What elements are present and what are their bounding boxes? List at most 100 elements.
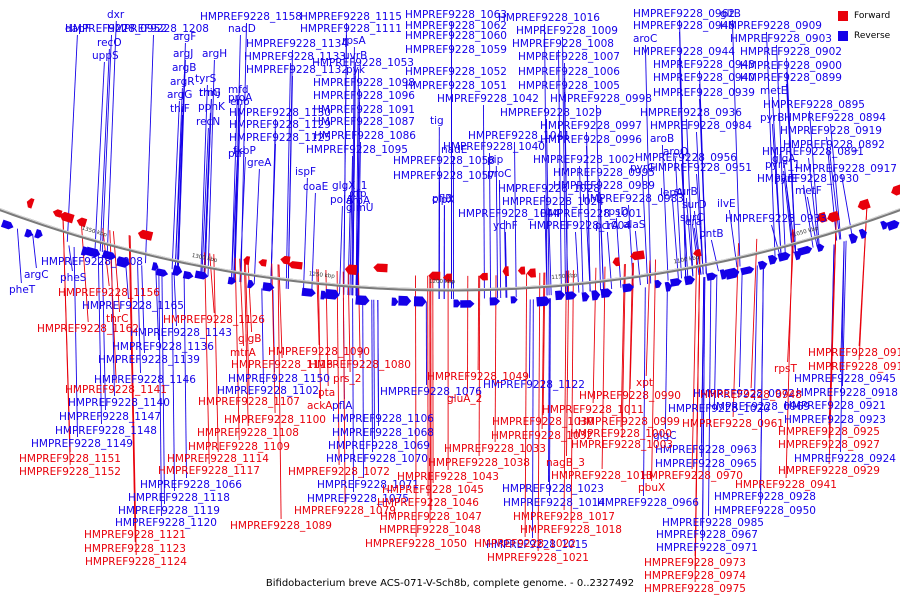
reverse-gene-label: HMPREF9228_1075 [307,493,409,505]
reverse-gene-label: surD [682,199,707,211]
gene-arrow [413,296,427,307]
leader-line [599,191,604,291]
reverse-gene-label: HMPREF9228_0989 [553,180,655,192]
leader-line [785,184,796,253]
reverse-gene-label: pip [487,154,504,166]
leader-line [231,95,238,281]
leader-line [514,141,517,298]
leader-line [352,298,354,493]
reverse-gene-label: aroC [633,33,657,45]
leader-line [651,259,656,482]
reverse-gene-label: tig [430,115,444,127]
reverse-gene-label: HMPREF9228_1115 [300,11,402,23]
forward-gene-label: HMPREF9228_1003 [571,439,673,451]
leader-line [826,136,838,241]
leader-line [357,141,361,296]
leader-line [558,49,562,295]
leader-line [708,275,712,517]
reverse-gene-label: HMPREF9228_0952 [65,23,167,35]
leader-line [125,261,129,300]
reverse-gene-label: HMPREF9228_1139 [98,354,200,366]
reverse-gene-label: HMPREF9228_1014 [503,497,605,509]
forward-gene-label: HMPREF9228_0948 [700,389,802,401]
forward-gene-label: xpt [636,377,653,389]
forward-gene-label: thrC [106,313,128,325]
forward-gene-label: HMPREF9228_1032 [491,430,593,442]
reverse-gene-label: HMPREF9228_0924 [794,453,896,465]
reverse-gene-label: HMPREF9228_0917 [795,163,897,175]
leader-line [731,19,741,267]
leader-line [158,269,162,517]
reverse-gene-label: alaS [623,219,646,231]
leader-line [239,156,246,283]
forward-gene-label: HMPREF9228_1152 [19,466,121,478]
leader-line [99,48,110,252]
leader-line [155,268,159,341]
forward-gene-label: HMPREF9228_0914 [808,361,900,373]
reverse-gene-label: rpsD [604,206,629,218]
reverse-gene-label: HMPREF9228_1165 [82,300,184,312]
leader-line [177,59,186,271]
gene-arrow [827,210,840,223]
reverse-gene-label: argJ [173,48,193,60]
reverse-gene-label: HMPREF9228_1146 [94,374,196,386]
reverse-gene-label: ispF [295,166,316,178]
reverse-gene-label: HMPREF9228_0972 [693,388,795,400]
reverse-gene-label: HMPREF9228_0951 [650,162,752,174]
gene-arrow [344,264,358,275]
leader-line [532,299,534,539]
reverse-gene-label: recN [196,116,220,128]
gene-arrow [398,295,412,306]
leader-line [73,246,78,438]
reverse-gene-label: HMPREF9228_1069 [328,440,430,452]
gene-arrow [600,288,613,298]
gene-arrow [581,292,590,302]
reverse-gene-label: recO [97,37,122,49]
leader-line [685,197,694,277]
gene-arrow [460,300,475,308]
leader-line [233,107,240,282]
reverse-gene-label: HMPREF9228_0998 [550,93,652,105]
reverse-gene-label: rpsA [342,35,366,47]
gene-arrow [612,257,621,267]
gene-arrow [489,297,501,306]
gene-arrow [288,261,303,270]
gene-arrow [34,229,43,239]
reverse-gene-label: HMPREF9228_1066 [140,479,242,491]
reverse-gene-label: HMPREF9228_1087 [313,116,415,128]
forward-gene-label: HMPREF9228_1089 [230,520,332,532]
gene-arrow [116,256,130,268]
forward-gene-label: ackA [307,400,333,412]
reverse-gene-label: HMPREF9228_0966 [597,497,699,509]
reverse-gene-label: HMPREF9228_0909 [720,20,822,32]
leader-line [203,112,211,276]
forward-gene-label: HMPREF9228_0927 [778,439,880,451]
reverse-gene-label: glmU [346,202,374,214]
reverse-gene-label: surB [674,186,698,198]
reverse-gene-label: HMPREF9228_1057 [393,170,495,182]
reverse-gene-label: greA [247,157,272,169]
reverse-gene-label: aroQ [663,146,688,158]
gene-arrow [886,220,900,231]
reverse-gene-label: HMPREF9228_1120 [115,517,217,529]
reverse-gene-label: coaE [303,181,328,193]
leader-line [171,100,180,270]
tick-label: 1300 kbp [191,253,218,264]
gene-arrow [258,259,267,267]
leader-line [477,275,480,371]
leader-line [261,288,264,385]
reverse-gene-label: HMPREF9228_1147 [59,411,161,423]
gene-arrow [182,270,194,280]
reverse-gene-label: surC [680,212,704,224]
leader-line [200,84,208,276]
forward-gene-label: prs_2 [333,373,361,385]
reverse-gene-label: pyk [346,64,366,76]
reverse-gene-label: era [685,216,702,228]
reverse-gene-label: HMPREF9228_1007 [518,51,620,63]
reverse-gene-label: ppnK [198,101,226,113]
map-caption: Bifidobacterium breve ACS-071-V-Sch8b, c… [265,578,635,589]
leader-line [771,123,782,257]
reverse-gene-label: uvrB [343,50,367,62]
reverse-gene-label: HMPREF9228_1102 [217,385,319,397]
leader-line [786,83,797,253]
